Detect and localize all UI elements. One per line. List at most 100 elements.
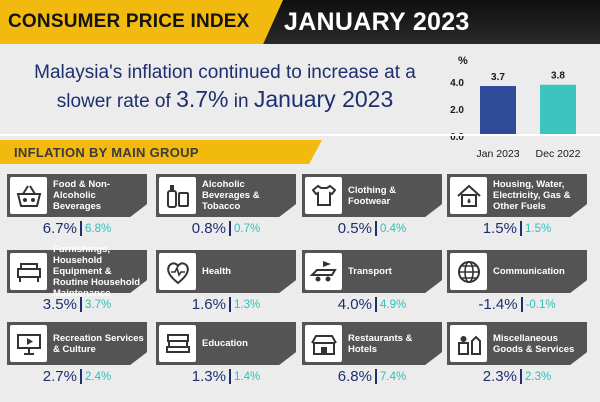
headline-rate: 3.7% (176, 86, 229, 112)
books-icon (159, 325, 196, 362)
group-previous-rate: -0.1% (525, 298, 556, 311)
group-card: Alcoholic Beverages & Tobacco 0.8% 0.7% (156, 174, 296, 240)
bar (480, 86, 516, 136)
group-label: Miscellaneous Goods & Services (493, 332, 575, 355)
value-separator (520, 297, 523, 312)
headline-line2-b: in (228, 91, 254, 112)
group-current-rate: 2.7% (42, 368, 77, 385)
group-current-rate: 6.7% (42, 220, 77, 237)
value-separator (228, 221, 231, 236)
group-previous-rate: 2.3% (524, 370, 552, 383)
group-values: 6.7% 6.8% (7, 217, 147, 240)
y-tick-label: 2.0 (450, 105, 464, 116)
group-label: Restaurants & Hotels (348, 332, 413, 355)
y-tick-label: 4.0 (450, 78, 464, 89)
value-separator (79, 221, 82, 236)
value-separator (228, 369, 231, 384)
headline-line2-a: slower rate of (56, 91, 177, 112)
group-values: 2.7% 2.4% (7, 365, 147, 388)
group-label: Education (202, 338, 248, 349)
health-icon (159, 253, 196, 290)
x-tick-label: Dec 2022 (536, 148, 581, 160)
transport-icon (305, 253, 342, 290)
group-label: Food & Non-Alcoholic Beverages (53, 179, 110, 212)
group-previous-rate: 0.7% (233, 222, 261, 235)
group-current-rate: 1.5% (482, 220, 517, 237)
value-separator (79, 369, 82, 384)
recreation-icon (10, 325, 47, 362)
group-label: Alcoholic Beverages & Tobacco (202, 179, 260, 212)
page-title: CONSUMER PRICE INDEX (8, 11, 250, 32)
group-current-rate: 1.6% (191, 296, 226, 313)
y-tick-label: 0.0 (450, 132, 464, 143)
group-card: Miscellaneous Goods & Services 2.3% 2.3% (447, 322, 587, 388)
group-current-rate: 0.5% (337, 220, 372, 237)
mini-chart: % 4.0 2.0 0.0 3.7 Jan 2023 3.8 Dec 2022 (440, 52, 600, 162)
house-utilities-icon (450, 177, 487, 214)
group-values: 2.3% 2.3% (447, 365, 587, 388)
headline-line1: Malaysia's inflation continued to increa… (34, 62, 416, 83)
bottle-beer-icon (159, 177, 196, 214)
group-values: 1.6% 1.3% (156, 293, 296, 316)
group-previous-rate: 0.4% (379, 222, 407, 235)
group-card: Transport 4.0% 4.9% (302, 250, 442, 316)
x-tick-label: Jan 2023 (476, 148, 519, 160)
group-values: 4.0% 4.9% (302, 293, 442, 316)
value-separator (519, 221, 522, 236)
group-previous-rate: 1.4% (233, 370, 261, 383)
food-basket-icon (10, 177, 47, 214)
value-separator (519, 369, 522, 384)
group-card: Clothing & Footwear 0.5% 0.4% (302, 174, 442, 240)
furniture-icon (10, 253, 47, 290)
group-current-rate: 2.3% (482, 368, 517, 385)
group-current-rate: 6.8% (337, 368, 372, 385)
group-card: Education 1.3% 1.4% (156, 322, 296, 388)
clothing-icon (305, 177, 342, 214)
group-current-rate: 0.8% (191, 220, 226, 237)
group-label: Transport (348, 266, 392, 277)
group-values: 1.5% 1.5% (447, 217, 587, 240)
misc-goods-icon (450, 325, 487, 362)
restaurant-icon (305, 325, 342, 362)
group-current-rate: 1.3% (191, 368, 226, 385)
bar-value-label: 3.7 (491, 72, 505, 83)
headline-month: January 2023 (253, 86, 394, 112)
group-label: Clothing & Footwear (348, 184, 397, 207)
group-label: Furnishings, Household Equipment & Routi… (53, 244, 141, 299)
group-card: Health 1.6% 1.3% (156, 250, 296, 316)
headline-line2: slower rate of 3.7% in January 2023 (20, 86, 430, 115)
value-separator (374, 297, 377, 312)
group-card: Communication -1.4% -0.1% (447, 250, 587, 316)
bar-value-label: 3.8 (551, 71, 565, 82)
title-month: JANUARY 2023 (284, 7, 470, 36)
group-previous-rate: 1.3% (233, 298, 261, 311)
group-previous-rate: 2.4% (84, 370, 112, 383)
group-card: Food & Non-Alcoholic Beverages 6.7% 6.8% (7, 174, 147, 240)
group-values: 6.8% 7.4% (302, 365, 442, 388)
globe-icon (450, 253, 487, 290)
group-values: 0.5% 0.4% (302, 217, 442, 240)
group-current-rate: 4.0% (337, 296, 372, 313)
group-label: Recreation Services & Culture (53, 332, 144, 355)
section-label: INFLATION BY MAIN GROUP (0, 140, 322, 164)
value-separator (374, 369, 377, 384)
group-previous-rate: 1.5% (524, 222, 552, 235)
title-banner: CONSUMER PRICE INDEX (0, 0, 283, 44)
group-values: -1.4% -0.1% (447, 293, 587, 316)
group-label: Health (202, 266, 232, 277)
group-current-rate: -1.4% (478, 296, 518, 313)
section-divider (0, 134, 600, 136)
group-card: Recreation Services & Culture 2.7% 2.4% (7, 322, 147, 388)
group-values: 3.5% 3.7% (7, 293, 147, 316)
group-current-rate: 3.5% (42, 296, 77, 313)
group-card: Housing, Water, Electricity, Gas & Other… (447, 174, 587, 240)
group-label: Communication (493, 266, 565, 277)
mini-chart-svg: % 4.0 2.0 0.0 3.7 Jan 2023 3.8 Dec 2022 (450, 55, 581, 160)
bar (540, 84, 576, 136)
group-previous-rate: 7.4% (379, 370, 407, 383)
value-separator (79, 297, 82, 312)
group-previous-rate: 4.9% (379, 298, 407, 311)
group-previous-rate: 3.7% (84, 298, 112, 311)
group-previous-rate: 6.8% (84, 222, 112, 235)
group-values: 0.8% 0.7% (156, 217, 296, 240)
